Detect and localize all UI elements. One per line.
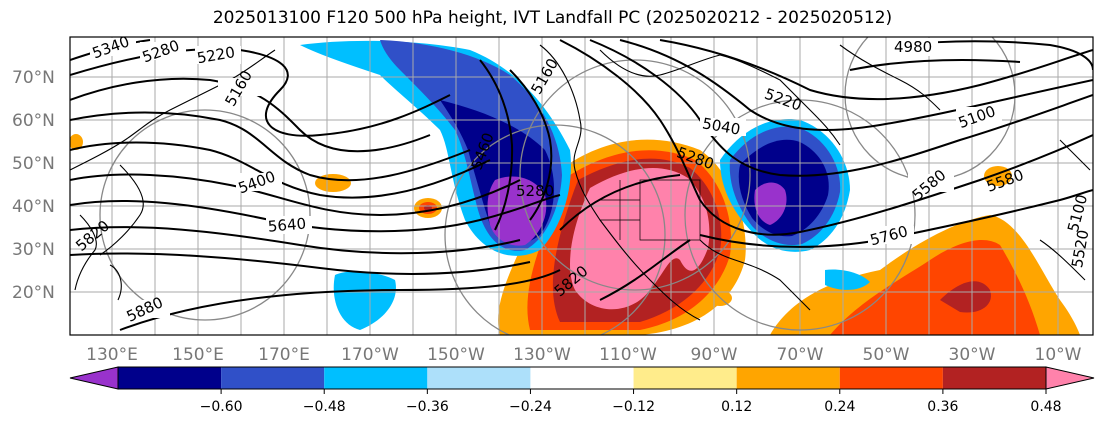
- lat-label: 50°N: [12, 154, 55, 174]
- contour-label: 4980: [894, 38, 932, 56]
- colorbar-swatch: [530, 367, 634, 389]
- colorbar-swatch: [839, 367, 943, 389]
- map-panel: 5340 5280 5220 5160 5400 5640 5880 5820 …: [70, 37, 1093, 335]
- lon-label: 50°W: [863, 345, 910, 365]
- map-frame: [69, 36, 1094, 336]
- coastlines: [70, 44, 1091, 321]
- colorbar-tick-label: −0.48: [303, 399, 346, 415]
- lon-label: 130°W: [513, 345, 571, 365]
- lat-label: 70°N: [12, 68, 55, 88]
- colorbar-swatch: [427, 367, 531, 389]
- colorbar-swatch: [736, 367, 840, 389]
- lon-label: 90°W: [691, 345, 738, 365]
- colorbar-extend-low: [69, 366, 119, 390]
- colorbar-swatch: [324, 367, 428, 389]
- colorbar-tick-label: −0.24: [509, 399, 552, 415]
- lon-label: 110°W: [599, 345, 657, 365]
- colorbar-swatch: [633, 367, 737, 389]
- colorbar-tick-label: 0.36: [927, 399, 958, 415]
- longitude-labels: 130°E 150°E 170°E 170°W 150°W 130°W 110°…: [86, 345, 1082, 365]
- colorbar: −0.60 −0.48 −0.36 −0.24 −0.12 0.12 0.24 0.36 0.4…: [69, 366, 1095, 415]
- contour-label: 5640: [267, 214, 307, 235]
- lon-label: 70°W: [777, 345, 824, 365]
- lon-label: 10°W: [1035, 345, 1082, 365]
- range-circles: [99, 37, 1016, 335]
- lat-label: 40°N: [12, 197, 55, 217]
- lon-label: 170°E: [258, 345, 310, 365]
- colorbar-swatch: [118, 367, 222, 389]
- colorbar-extend-high: [1045, 366, 1095, 390]
- lat-label: 30°N: [12, 240, 55, 260]
- lon-label: 170°W: [341, 345, 399, 365]
- colorbar-tick-label: 0.12: [721, 399, 752, 415]
- colorbar-frame: [117, 366, 1047, 390]
- lat-label: 20°N: [12, 283, 55, 303]
- negative-anomaly-shading: [300, 40, 870, 330]
- colorbar-swatch: [221, 367, 325, 389]
- colorbar-swatch: [942, 367, 1046, 389]
- colorbar-tick-label: −0.12: [612, 399, 655, 415]
- colorbar-tick-label: −0.36: [406, 399, 449, 415]
- lon-label: 150°W: [427, 345, 485, 365]
- contour-label: 5280: [516, 182, 554, 200]
- latitude-labels: 70°N 60°N 50°N 40°N 30°N 20°N: [12, 68, 55, 303]
- colorbar-tick-label: 0.48: [1030, 399, 1061, 415]
- lon-label: 130°E: [86, 345, 138, 365]
- colorbar-tick-label: −0.60: [200, 399, 243, 415]
- map-title: 2025013100 F120 500 hPa height, IVT Land…: [212, 8, 893, 28]
- colorbar-tick-label: 0.24: [824, 399, 855, 415]
- lon-label: 30°W: [949, 345, 996, 365]
- lon-label: 150°E: [172, 345, 224, 365]
- lat-label: 60°N: [12, 111, 55, 131]
